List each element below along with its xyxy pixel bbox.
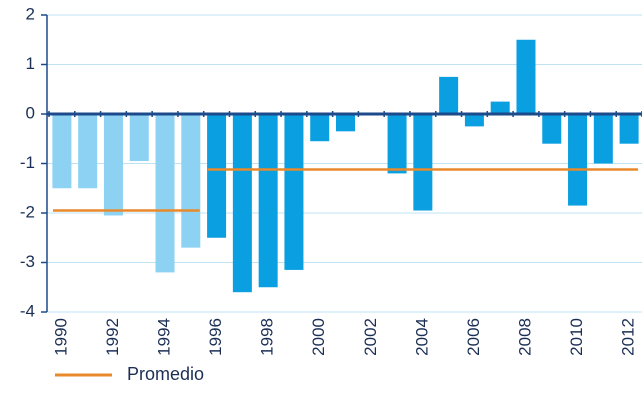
bar bbox=[439, 76, 459, 114]
x-tick-label: 1998 bbox=[258, 318, 277, 356]
bar bbox=[464, 114, 484, 127]
x-tick-label: 2004 bbox=[412, 318, 431, 356]
bar bbox=[336, 114, 355, 132]
y-tick-label: 2 bbox=[26, 4, 35, 23]
x-tick-label: 1994 bbox=[155, 318, 174, 356]
bar bbox=[103, 114, 123, 216]
bar bbox=[542, 114, 562, 144]
legend-label: Promedio bbox=[127, 364, 204, 384]
x-tick-label: 2006 bbox=[464, 318, 483, 356]
bar bbox=[490, 101, 510, 114]
bar bbox=[207, 114, 227, 238]
x-tick-label: 1992 bbox=[103, 318, 122, 356]
bar bbox=[155, 114, 175, 273]
bar bbox=[568, 114, 588, 206]
x-tick-label: 2010 bbox=[567, 318, 586, 356]
x-tick-label: 2002 bbox=[361, 318, 380, 356]
bar bbox=[619, 114, 639, 144]
bar bbox=[593, 114, 613, 164]
bar bbox=[413, 114, 433, 211]
bar bbox=[78, 114, 98, 189]
y-tick-label: 1 bbox=[26, 54, 35, 73]
bar bbox=[516, 39, 536, 114]
bar bbox=[181, 114, 201, 248]
x-tick-label: 2008 bbox=[515, 318, 534, 356]
y-tick-label: -4 bbox=[20, 301, 35, 320]
bar bbox=[310, 114, 330, 142]
x-tick-label: 1996 bbox=[206, 318, 225, 356]
y-tick-label: -3 bbox=[20, 252, 35, 271]
x-tick-label: 2012 bbox=[619, 318, 638, 356]
x-tick-label: 1990 bbox=[51, 318, 70, 356]
bar bbox=[129, 114, 149, 162]
bar bbox=[284, 114, 304, 270]
bar bbox=[387, 114, 407, 174]
y-tick-label: -2 bbox=[20, 202, 35, 221]
bar bbox=[258, 114, 278, 288]
y-tick-label: 0 bbox=[26, 103, 35, 122]
x-tick-label: 2000 bbox=[309, 318, 328, 356]
y-tick-label: -1 bbox=[20, 153, 35, 172]
bar bbox=[232, 114, 252, 293]
bar bbox=[52, 114, 72, 189]
